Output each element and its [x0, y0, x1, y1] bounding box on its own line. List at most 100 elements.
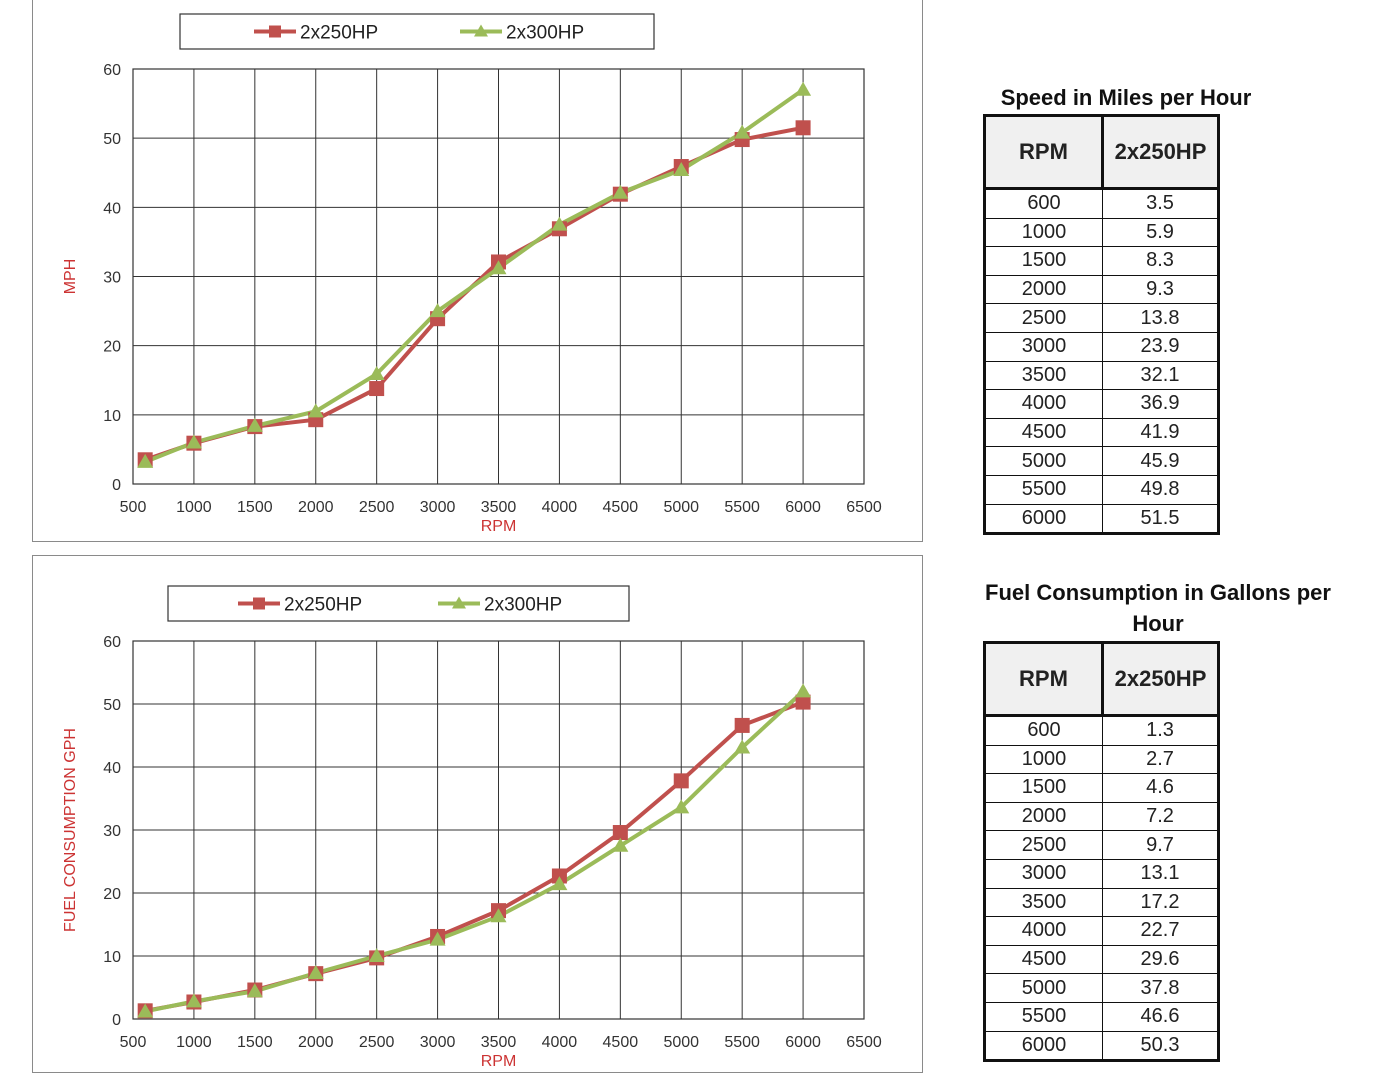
table-header-2x250hp: 2x250HP	[1101, 114, 1220, 190]
table-cell-rpm: 2000	[984, 274, 1103, 305]
y-axis-title: MPH	[62, 259, 79, 295]
legend-label: 2x250HP	[284, 595, 362, 616]
table-row: 6000 51.5	[984, 503, 1219, 535]
x-tick-label: 4500	[603, 1034, 639, 1051]
table-row: 1000 5.9	[984, 217, 1219, 248]
table-row: 4500 29.6	[984, 944, 1219, 975]
data-point-triangle	[734, 124, 751, 139]
series-line-2x300hp	[144, 689, 805, 1014]
data-point-triangle	[612, 184, 629, 199]
table-cell-rpm: 3000	[984, 331, 1103, 362]
y-axis-title: FUEL CONSUMPTION GPH	[62, 728, 79, 932]
table-cell-value: 22.7	[1102, 916, 1219, 946]
x-tick-label: 3000	[420, 1034, 456, 1051]
x-tick-label: 2500	[359, 1034, 395, 1051]
y-tick-label: 30	[103, 823, 121, 840]
y-tick-label: 0	[112, 477, 121, 494]
x-tick-label: 4500	[603, 499, 639, 516]
table-cell-rpm: 4000	[984, 916, 1103, 946]
table-cell-rpm: 5500	[984, 474, 1103, 505]
y-tick-label: 40	[103, 200, 121, 217]
x-tick-label: 1500	[237, 499, 273, 516]
table-cell-value: 32.1	[1102, 360, 1219, 391]
fuel-table: RPM 2x250HP 600 1.3 1000 2.7 1500 4.6 2000 7.2 2…	[983, 641, 1220, 1063]
data-point-triangle	[185, 993, 202, 1008]
x-tick-label: 6000	[785, 499, 821, 516]
x-tick-label: 4000	[542, 499, 578, 516]
table-row: 5500 49.8	[984, 474, 1219, 505]
data-point-square	[551, 868, 567, 884]
table-cell-value: 41.9	[1102, 417, 1219, 448]
table-cell-rpm: 1000	[984, 744, 1103, 775]
data-point-triangle	[137, 1003, 154, 1018]
data-point-triangle	[185, 434, 202, 449]
table-cell-rpm: 1500	[984, 246, 1103, 276]
table-header-row: RPM 2x250HP	[983, 641, 1220, 717]
table-row: 1500 4.6	[984, 773, 1219, 803]
data-point-square	[612, 825, 628, 841]
data-point-triangle	[307, 403, 324, 418]
table-cell-value: 50.3	[1102, 1030, 1219, 1062]
table-row: 2000 7.2	[984, 801, 1219, 832]
table-cell-value: 4.6	[1102, 773, 1219, 803]
x-tick-label: 1000	[176, 1034, 212, 1051]
x-tick-label: 1500	[237, 1034, 273, 1051]
table-cell-rpm: 3500	[984, 360, 1103, 391]
y-tick-label: 50	[103, 131, 121, 148]
table-cell-value: 17.2	[1102, 887, 1219, 918]
table-cell-value: 23.9	[1102, 331, 1219, 362]
data-point-triangle	[734, 739, 751, 754]
table-cell-rpm: 2500	[984, 830, 1103, 860]
table-row: 2500 13.8	[984, 303, 1219, 333]
data-point-triangle	[307, 965, 324, 980]
table-cell-value: 2.7	[1102, 744, 1219, 775]
x-tick-label: 5000	[663, 1034, 699, 1051]
data-point-square	[795, 120, 811, 136]
x-tick-label: 2500	[359, 499, 395, 516]
y-tick-label: 0	[112, 1012, 121, 1029]
table-cell-rpm: 1500	[984, 773, 1103, 803]
table-cell-rpm: 4500	[984, 944, 1103, 975]
y-tick-label: 10	[103, 949, 121, 966]
series-line-2x250hp	[144, 125, 804, 462]
data-point-triangle	[368, 948, 385, 962]
table-cell-rpm: 5500	[984, 1001, 1103, 1032]
x-tick-label: 500	[120, 1034, 147, 1051]
table-cell-value: 8.3	[1102, 246, 1219, 276]
table-cell-value: 5.9	[1102, 217, 1219, 248]
table-cell-rpm: 600	[984, 188, 1103, 219]
fuel-chart: 500 1000 1500 2000 2500 3000 3500 4000 4500 5000 5…	[62, 585, 882, 1070]
table-row: 5000 37.8	[984, 973, 1219, 1003]
table-cell-value: 37.8	[1102, 973, 1219, 1003]
x-tick-label: 5500	[724, 1034, 760, 1051]
table-cell-value: 46.6	[1102, 1001, 1219, 1032]
table-cell-rpm: 6000	[984, 1030, 1103, 1062]
table-cell-value: 9.7	[1102, 830, 1219, 860]
data-point-triangle	[612, 837, 629, 852]
table-cell-value: 36.9	[1102, 389, 1219, 419]
legend-marker-triangle	[474, 24, 488, 37]
table-cell-value: 49.8	[1102, 474, 1219, 505]
table-header-2x250hp: 2x250HP	[1101, 641, 1220, 717]
table-cell-rpm: 2000	[984, 801, 1103, 832]
y-tick-label: 50	[103, 697, 121, 714]
plot-area-border	[132, 68, 865, 485]
data-point-triangle	[551, 876, 568, 891]
data-point-triangle	[429, 931, 446, 946]
table-cell-value: 29.6	[1102, 944, 1219, 975]
table-row: 3500 17.2	[984, 887, 1219, 918]
data-point-square	[673, 773, 689, 789]
table-cell-value: 45.9	[1102, 446, 1219, 476]
table-cell-rpm: 5000	[984, 446, 1103, 476]
table-row: 4000 22.7	[984, 916, 1219, 946]
y-tick-label: 40	[103, 760, 121, 777]
table-row: 3000 13.1	[984, 858, 1219, 889]
legend-marker-square	[253, 597, 265, 610]
fuel-table-title: Fuel Consumption in Gallons per Hour	[985, 580, 1331, 636]
speed-table: RPM 2x250HP 600 3.5 1000 5.9 1500 8.3 2000 9.3 2…	[983, 114, 1220, 536]
legend-marker-square	[269, 25, 281, 38]
x-tick-label: 2000	[298, 499, 334, 516]
table-cell-rpm: 5000	[984, 973, 1103, 1003]
data-point-triangle	[246, 983, 263, 998]
speed-table-title: Speed in Miles per Hour	[1000, 85, 1252, 110]
